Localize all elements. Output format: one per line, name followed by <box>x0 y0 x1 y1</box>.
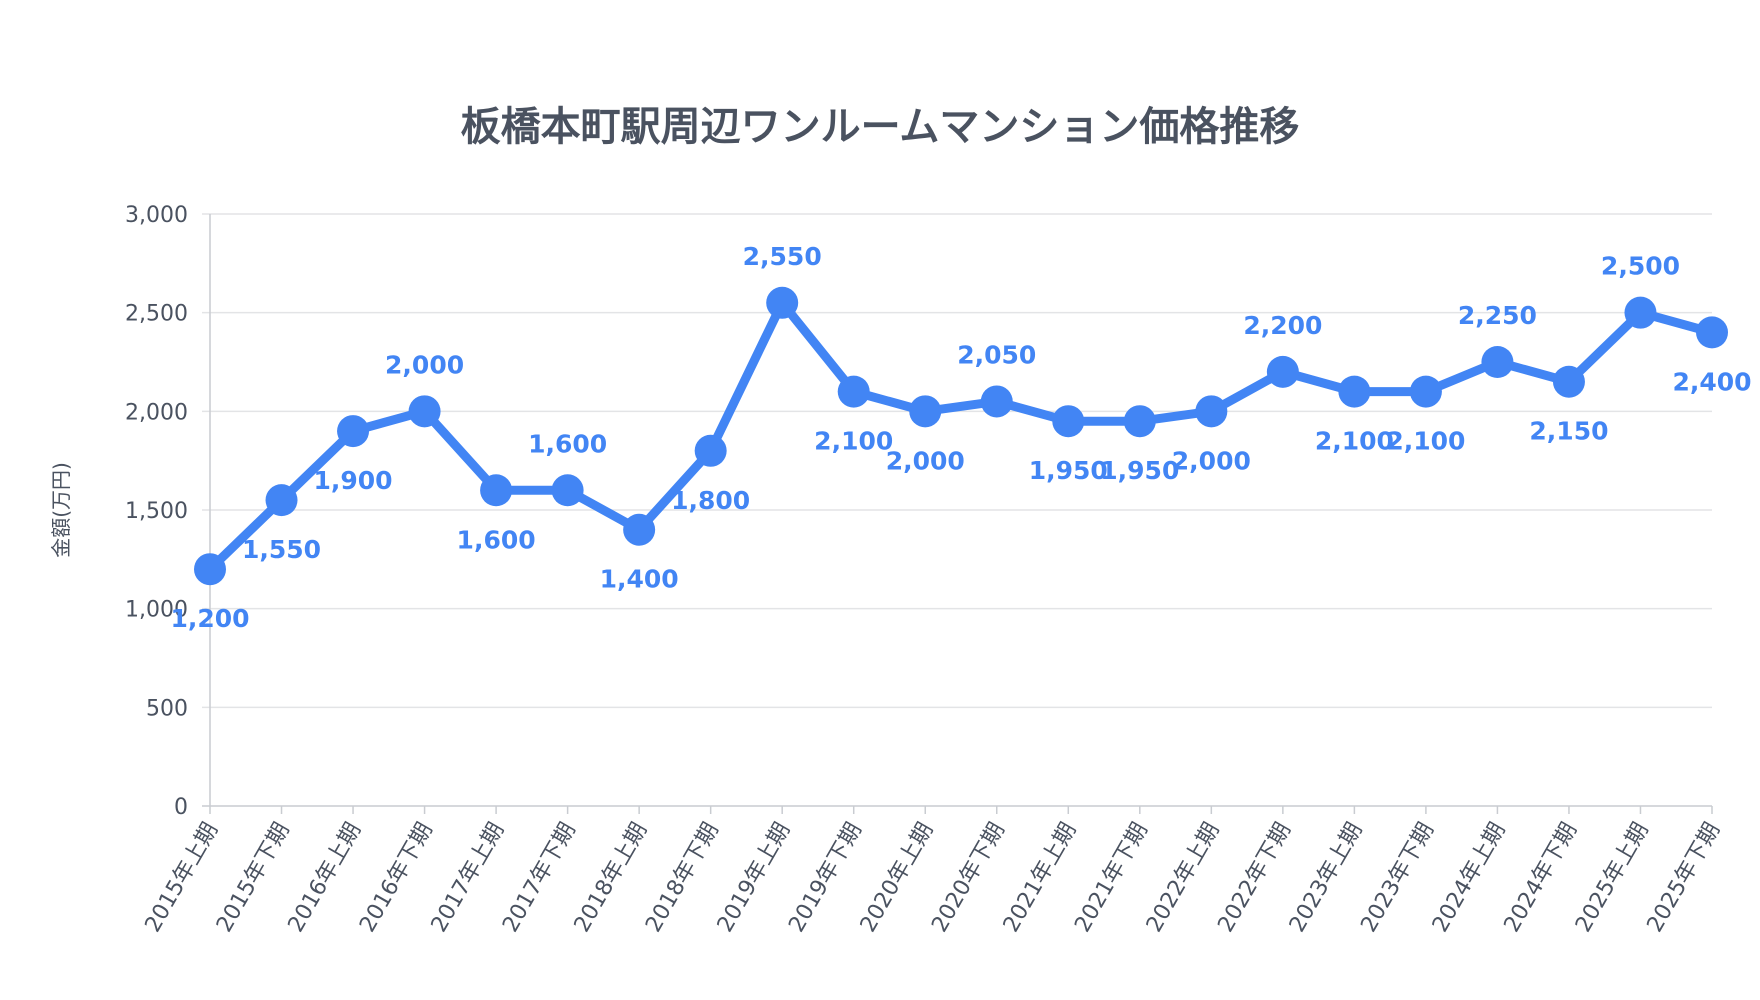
data-point <box>837 375 870 408</box>
data-point <box>551 474 584 507</box>
data-point <box>480 474 513 507</box>
data-labels: 1,200 1,550 1,900 2,000 1,600 1,600 1,400 1,800… <box>170 242 1751 633</box>
data-label: 1,600 <box>528 429 607 458</box>
y-tick-label: 3,000 <box>125 203 188 228</box>
data-label: 1,900 <box>314 466 393 495</box>
y-axis-label: 金額(万円) <box>49 462 73 558</box>
data-label: 2,100 <box>814 427 893 456</box>
x-tick-label: 2023年上期 <box>1285 819 1368 937</box>
data-label: 2,200 <box>1243 311 1322 340</box>
x-tick-label: 2025年下期 <box>1643 819 1726 937</box>
x-tick-label: 2016年上期 <box>284 819 367 937</box>
x-tick-label: 2021年下期 <box>1070 819 1153 937</box>
data-label: 2,500 <box>1601 252 1680 281</box>
x-tick-label: 2020年下期 <box>927 819 1010 937</box>
data-point <box>1052 405 1085 438</box>
x-tick-label: 2015年下期 <box>212 819 295 937</box>
chart-title: 板橋本町駅周辺ワンルームマンション価格推移 <box>461 104 1300 150</box>
y-tick-label: 2,500 <box>125 302 188 327</box>
data-label: 2,000 <box>886 446 965 475</box>
data-label: 1,800 <box>671 486 750 515</box>
x-tick-label: 2018年上期 <box>570 819 653 937</box>
data-point <box>1266 355 1299 388</box>
y-axis: 0 500 1,000 1,500 2,000 2,500 3,000 <box>125 203 211 820</box>
data-label: 2,000 <box>1172 446 1251 475</box>
x-tick-label: 2024年上期 <box>1428 819 1511 937</box>
data-point <box>1624 296 1657 329</box>
x-tick-label: 2020年上期 <box>856 819 939 937</box>
data-point <box>408 395 441 428</box>
y-tick-label: 1,000 <box>125 598 188 623</box>
series-line-path <box>205 298 1717 574</box>
x-tick-label: 2015年上期 <box>141 819 224 937</box>
y-tick-label: 1,500 <box>125 499 188 524</box>
data-point <box>980 385 1013 418</box>
data-point <box>265 484 298 517</box>
y-tick-label: 500 <box>146 696 188 721</box>
data-point <box>694 434 727 467</box>
data-point <box>623 513 656 546</box>
data-label: 2,100 <box>1386 427 1465 456</box>
data-point <box>1552 365 1585 398</box>
data-label: 2,250 <box>1458 301 1537 330</box>
data-label: 2,100 <box>1315 427 1394 456</box>
data-label: 2,150 <box>1529 417 1608 446</box>
data-label: 2,050 <box>957 340 1036 369</box>
data-point <box>1696 316 1728 349</box>
data-point <box>337 415 370 448</box>
x-tick-label: 2025年上期 <box>1571 819 1654 937</box>
x-tick-label: 2018年下期 <box>641 819 724 937</box>
x-tick-label: 2021年上期 <box>999 819 1082 937</box>
data-label: 1,550 <box>242 535 321 564</box>
data-label: 1,600 <box>457 525 536 554</box>
x-tick-label: 2024年下期 <box>1499 819 1582 937</box>
data-point <box>1338 375 1371 408</box>
data-label: 1,950 <box>1100 456 1179 485</box>
x-tick-label: 2022年下期 <box>1213 819 1296 937</box>
x-tick-label: 2017年下期 <box>498 819 581 937</box>
data-label: 2,000 <box>385 350 464 379</box>
data-point <box>1195 395 1228 428</box>
data-point <box>1481 346 1514 378</box>
data-point <box>766 286 799 319</box>
x-tick-label: 2016年下期 <box>355 819 438 937</box>
data-label: 1,200 <box>170 604 249 633</box>
data-label: 1,950 <box>1029 456 1108 485</box>
y-tick-label: 2,000 <box>125 400 188 425</box>
x-tick-label: 2019年下期 <box>784 819 867 937</box>
data-label: 2,400 <box>1672 367 1751 396</box>
data-point <box>194 553 226 586</box>
data-point <box>909 395 942 428</box>
data-point <box>1409 375 1442 408</box>
data-point <box>1123 405 1156 438</box>
data-label: 2,550 <box>743 242 822 271</box>
x-tick-label: 2019年上期 <box>713 819 796 937</box>
x-tick-label: 2022年上期 <box>1142 819 1225 937</box>
x-tick-label: 2023年下期 <box>1356 819 1439 937</box>
x-axis: 2015年上期2015年下期2016年上期2016年下期2017年上期2017年… <box>141 806 1726 937</box>
series-line <box>194 286 1728 586</box>
y-tick-label: 0 <box>174 795 188 820</box>
x-tick-label: 2017年上期 <box>427 819 510 937</box>
data-label: 1,400 <box>600 565 679 594</box>
